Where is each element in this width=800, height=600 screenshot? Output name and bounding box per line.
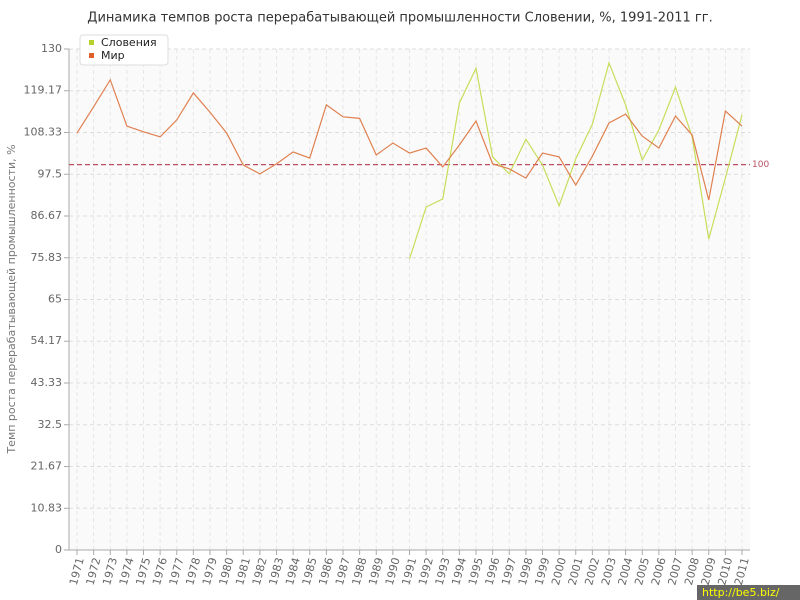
y-tick-label: 10.83 — [31, 501, 63, 514]
watermark-bg — [697, 585, 800, 600]
y-tick-label: 43.33 — [31, 376, 63, 389]
legend-box — [79, 34, 169, 66]
chart-title: Динамика темпов роста перерабатывающей п… — [87, 11, 712, 26]
legend-label: Мир — [101, 49, 125, 62]
reference-label: 100 — [752, 160, 769, 170]
watermark: http://be5.biz/ — [702, 586, 780, 599]
series-line — [408, 60, 743, 260]
y-tick-label: 108.33 — [24, 126, 63, 139]
y-tick-label: 32.5 — [38, 418, 63, 431]
y-tick-label: 0 — [55, 543, 62, 556]
y-axis-title: Темп роста перерабатывающей промышленнос… — [5, 144, 18, 454]
y-tick-label: 75.83 — [31, 251, 63, 264]
y-tick-label: 21.67 — [31, 459, 63, 472]
y-tick-label: 86.67 — [31, 209, 63, 222]
plot-area — [69, 49, 750, 550]
legend-label: Словения — [101, 36, 157, 49]
y-tick-label: 65 — [48, 293, 62, 306]
y-tick-label: 54.17 — [31, 334, 63, 347]
legend-swatch — [89, 53, 94, 58]
y-tick-label: 119.17 — [24, 84, 63, 97]
y-tick-label: 130 — [41, 42, 62, 55]
y-tick-label: 97.5 — [38, 167, 63, 180]
series-line — [76, 78, 743, 201]
legend-swatch — [89, 40, 94, 45]
